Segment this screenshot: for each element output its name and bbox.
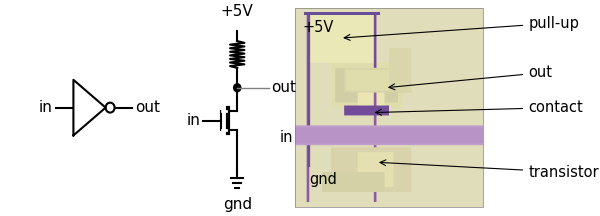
- Bar: [295, 8, 484, 207]
- Text: in: in: [187, 113, 200, 128]
- Text: out: out: [135, 100, 160, 115]
- Text: out: out: [271, 80, 296, 95]
- Text: in: in: [279, 130, 293, 145]
- Text: gnd: gnd: [223, 197, 252, 212]
- Text: pull-up: pull-up: [344, 16, 579, 40]
- Text: in: in: [39, 100, 53, 115]
- Text: +5V: +5V: [302, 20, 334, 35]
- Text: transistor: transistor: [380, 160, 599, 180]
- Text: out: out: [389, 65, 552, 90]
- Text: contact: contact: [376, 100, 583, 115]
- Text: +5V: +5V: [221, 4, 254, 19]
- Circle shape: [233, 84, 241, 92]
- Text: gnd: gnd: [309, 172, 337, 187]
